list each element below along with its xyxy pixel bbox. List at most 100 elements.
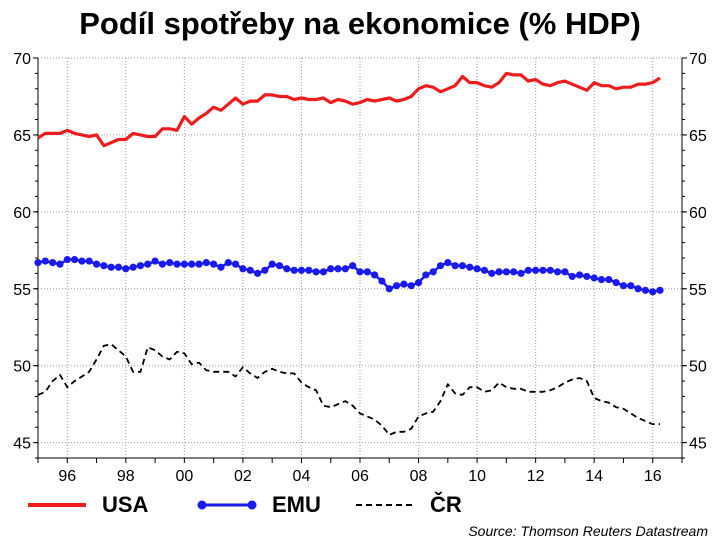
data-point-emu: [188, 260, 196, 268]
y-label-right: 45: [689, 436, 707, 453]
data-point-emu: [400, 280, 408, 288]
data-point-emu: [590, 274, 598, 282]
legend-label-cr: ČR: [430, 492, 462, 517]
y-label-left: 55: [13, 282, 31, 299]
data-point-emu: [363, 268, 371, 276]
data-point-emu: [70, 255, 79, 264]
legend-swatch-emu: [197, 500, 257, 510]
x-label-12: 12: [527, 468, 545, 485]
data-point-emu: [510, 268, 518, 276]
series-line-usa: [37, 71, 661, 148]
y-label-left: 70: [13, 51, 31, 68]
data-point-emu: [231, 260, 240, 268]
legend-item-emu: EMU: [196, 490, 321, 520]
data-point-emu: [100, 262, 108, 270]
data-point-emu: [612, 279, 620, 287]
data-point-emu: [634, 285, 642, 293]
data-point-emu: [371, 271, 379, 279]
data-point-emu: [466, 263, 474, 271]
legend-swatch-usa: [28, 503, 86, 507]
data-point-emu: [495, 268, 503, 276]
data-point-emu: [202, 259, 210, 267]
data-point-emu: [129, 263, 137, 271]
data-point-emu: [656, 286, 664, 294]
data-point-emu: [451, 262, 459, 270]
x-label-96: 96: [58, 468, 76, 485]
data-point-emu: [136, 262, 145, 270]
data-point-emu: [297, 266, 306, 274]
data-point-emu: [458, 262, 467, 270]
data-point-emu: [41, 257, 49, 265]
data-point-emu: [78, 257, 86, 265]
data-point-emu: [649, 288, 657, 296]
axis-ticks: [33, 57, 687, 463]
legend-label-usa: USA: [102, 492, 149, 517]
data-point-emu: [122, 265, 130, 273]
x-axis-labels: 96 98 00 02 04 06 08 10 12 14 16: [58, 468, 661, 485]
y-label-right: 50: [689, 359, 707, 376]
data-point-emu: [524, 266, 532, 274]
x-label-04: 04: [293, 468, 311, 485]
data-point-emu: [173, 260, 181, 268]
data-point-emu: [349, 262, 357, 270]
y-label-right: 55: [689, 282, 707, 299]
y-axis-right-labels: 45 50 55 60 65 70: [689, 51, 707, 453]
data-point-emu: [480, 266, 489, 274]
data-point-emu: [392, 282, 401, 290]
x-label-10: 10: [468, 468, 486, 485]
y-label-left: 65: [13, 128, 31, 145]
data-point-emu: [290, 266, 298, 274]
data-point-emu: [407, 282, 415, 290]
data-point-emu: [158, 260, 167, 268]
chart-title: Podíl spotřeby na ekonomice (% HDP): [79, 6, 641, 41]
data-point-emu: [532, 266, 540, 274]
data-point-emu: [422, 271, 430, 279]
series-line-cr: [37, 343, 660, 436]
legend: USA EMU ČR: [18, 490, 708, 520]
data-point-emu: [488, 269, 496, 277]
series-group: [34, 71, 664, 436]
data-point-emu: [210, 260, 218, 268]
data-point-emu: [34, 259, 42, 267]
data-point-emu: [224, 259, 232, 267]
data-point-emu: [356, 268, 364, 276]
data-point-emu: [517, 269, 525, 277]
data-point-emu: [385, 285, 393, 293]
x-label-16: 16: [644, 468, 662, 485]
data-point-emu: [436, 262, 445, 270]
data-point-emu: [327, 265, 335, 273]
data-point-emu: [619, 282, 628, 290]
data-point-emu: [166, 259, 174, 267]
data-point-emu: [583, 272, 591, 281]
data-point-emu: [575, 271, 584, 279]
data-point-emu: [283, 265, 291, 273]
data-point-emu: [561, 268, 569, 276]
data-point-emu: [246, 266, 254, 274]
data-point-emu: [151, 257, 159, 265]
data-point-emu: [217, 263, 225, 271]
legend-item-usa: USA: [26, 490, 148, 520]
data-point-emu: [114, 263, 123, 271]
x-label-00: 00: [175, 468, 193, 485]
y-label-left: 60: [13, 205, 31, 222]
data-point-emu: [268, 260, 276, 268]
data-point-emu: [319, 268, 328, 276]
x-label-06: 06: [351, 468, 369, 485]
data-point-emu: [429, 268, 437, 276]
data-point-emu: [502, 268, 510, 276]
source-note: Source: Thomson Reuters Datastream: [468, 523, 708, 539]
data-point-emu: [63, 255, 71, 264]
data-point-emu: [546, 266, 554, 274]
data-point-emu: [378, 277, 386, 285]
legend-swatch-cr: [356, 504, 414, 506]
y-label-left: 50: [13, 359, 31, 376]
data-point-emu: [107, 263, 115, 271]
data-point-emu: [627, 282, 635, 290]
data-point-emu: [56, 260, 64, 268]
data-point-emu: [553, 268, 562, 276]
x-label-14: 14: [585, 468, 603, 485]
data-point-emu: [239, 265, 247, 273]
x-label-98: 98: [117, 468, 135, 485]
gridlines: [38, 57, 682, 458]
